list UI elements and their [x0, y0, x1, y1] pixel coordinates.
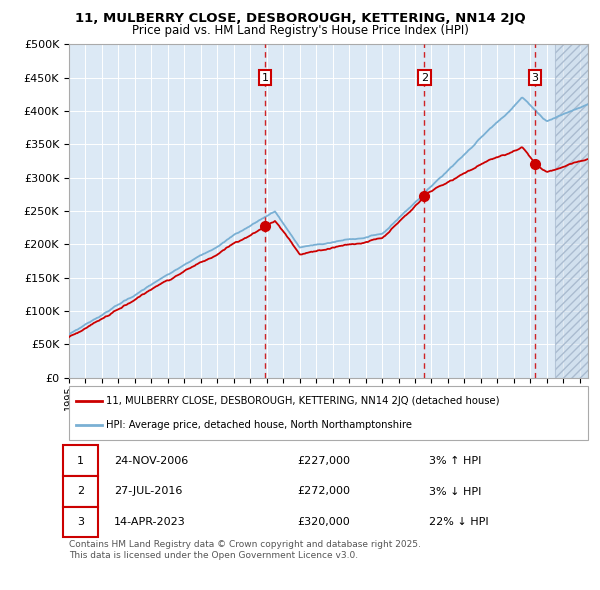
Text: 3% ↓ HPI: 3% ↓ HPI — [429, 487, 481, 496]
Text: £227,000: £227,000 — [297, 456, 350, 466]
Text: HPI: Average price, detached house, North Northamptonshire: HPI: Average price, detached house, Nort… — [106, 420, 412, 430]
Text: 14-APR-2023: 14-APR-2023 — [114, 517, 186, 527]
Text: 22% ↓ HPI: 22% ↓ HPI — [429, 517, 488, 527]
Text: 24-NOV-2006: 24-NOV-2006 — [114, 456, 188, 466]
Text: 3: 3 — [532, 73, 539, 83]
Text: Price paid vs. HM Land Registry's House Price Index (HPI): Price paid vs. HM Land Registry's House … — [131, 24, 469, 37]
Text: 11, MULBERRY CLOSE, DESBOROUGH, KETTERING, NN14 2JQ (detached house): 11, MULBERRY CLOSE, DESBOROUGH, KETTERIN… — [106, 396, 500, 406]
Bar — [555, 44, 588, 378]
Text: £272,000: £272,000 — [297, 487, 350, 496]
Text: £320,000: £320,000 — [297, 517, 350, 527]
Text: Contains HM Land Registry data © Crown copyright and database right 2025.
This d: Contains HM Land Registry data © Crown c… — [69, 540, 421, 560]
Text: 11, MULBERRY CLOSE, DESBOROUGH, KETTERING, NN14 2JQ: 11, MULBERRY CLOSE, DESBOROUGH, KETTERIN… — [74, 12, 526, 25]
Text: 27-JUL-2016: 27-JUL-2016 — [114, 487, 182, 496]
Text: 2: 2 — [77, 487, 84, 496]
Text: 2: 2 — [421, 73, 428, 83]
Text: 1: 1 — [77, 456, 84, 466]
Bar — [555, 44, 588, 378]
Text: 3: 3 — [77, 517, 84, 527]
Text: 3% ↑ HPI: 3% ↑ HPI — [429, 456, 481, 466]
Text: 1: 1 — [262, 73, 269, 83]
